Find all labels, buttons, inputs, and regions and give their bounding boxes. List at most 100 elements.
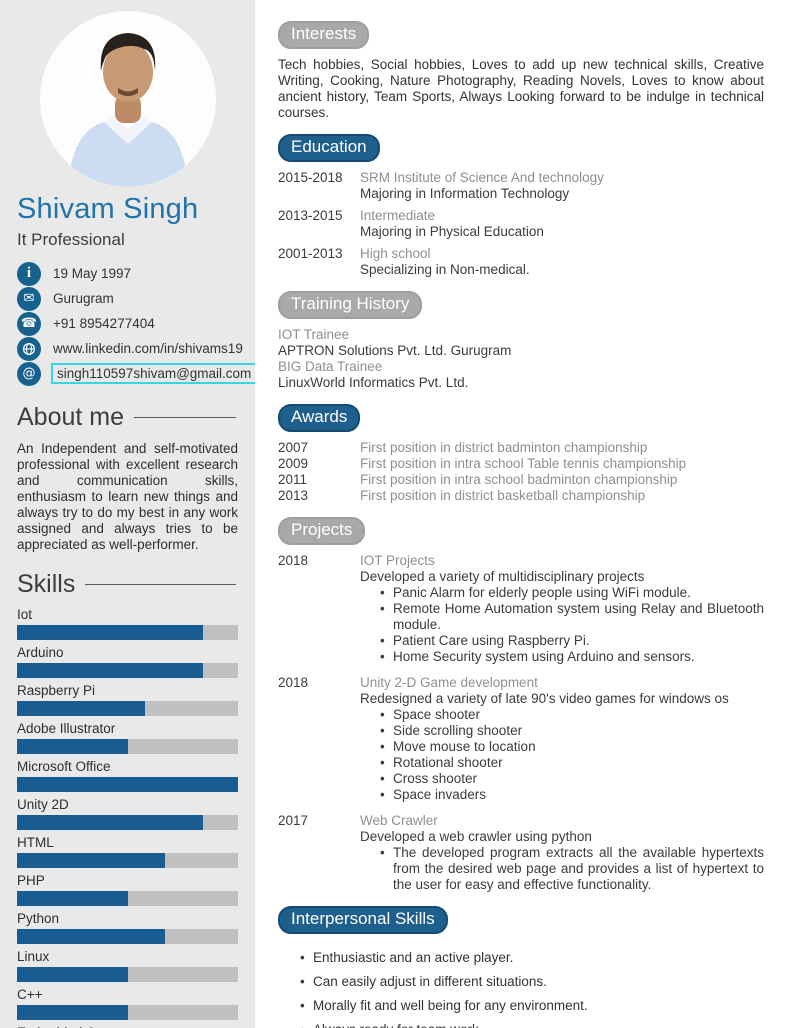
- skill-item: Linux: [17, 949, 238, 982]
- award-text: First position in district badminton cha…: [360, 440, 648, 455]
- bullet-dot-icon: •: [380, 633, 385, 648]
- project-detail: Unity 2-D Game development Redesigned a …: [360, 675, 764, 803]
- award-year: 2011: [278, 472, 308, 487]
- bullet-dot-icon: •: [300, 950, 305, 965]
- skill-bar-track: [17, 891, 238, 906]
- bullet-dot-icon: •: [300, 974, 305, 989]
- skill-label: Iot: [17, 607, 33, 622]
- project-bullet: • Remote Home Automation system using Re…: [380, 601, 764, 633]
- awards-badge: Awards: [278, 404, 361, 432]
- skill-bar-track: [17, 625, 238, 640]
- project-bullet: • Side scrolling shooter: [380, 723, 764, 739]
- project-title: IOT Projects: [360, 553, 435, 568]
- project-bullet: • Space shooter: [380, 707, 764, 723]
- education-institution: SRM Institute of Science And technology: [360, 170, 604, 185]
- award-text: First position in district basketball ch…: [360, 488, 646, 503]
- skill-bar-track: [17, 929, 238, 944]
- education-badge: Education: [278, 134, 380, 162]
- section-training-history: Training History IOT Trainee APTRON Solu…: [278, 291, 764, 391]
- project-bullet-text: Space shooter: [393, 707, 481, 722]
- project-bullet-text: Space invaders: [393, 787, 487, 802]
- skill-label: PHP: [17, 873, 45, 888]
- project-year: 2017: [278, 813, 309, 828]
- about-me-text: An Independent and self-motivated profes…: [17, 441, 238, 552]
- project-description: Redesigned a variety of late 90's video …: [360, 691, 729, 706]
- award-year: 2007: [278, 440, 309, 455]
- training-entry: BIG Data Trainee LinuxWorld Informatics …: [278, 359, 764, 391]
- skill-label: Adobe Illustrator: [17, 721, 116, 736]
- skill-label: Microsoft Office: [17, 759, 111, 774]
- skill-bar-fill: [17, 967, 128, 982]
- projects-badge: Projects: [278, 517, 366, 545]
- skill-bar-track: [17, 701, 238, 716]
- skill-bar-track: [17, 967, 238, 982]
- person-name: Shivam Singh: [17, 193, 199, 225]
- skill-bar-fill: [17, 701, 146, 716]
- interpersonal-bullet-text: Always ready for team work.: [313, 1022, 764, 1028]
- section-projects: Projects 2018 IOT Projects Developed a v…: [278, 517, 764, 893]
- project-bullets: • Panic Alarm for elderly people using W…: [360, 585, 764, 665]
- bullet-dot-icon: •: [380, 601, 385, 616]
- project-bullet-text: Cross shooter: [393, 771, 478, 786]
- project-description: Developed a variety of multidisciplinary…: [360, 569, 645, 584]
- section-interpersonal-skills: Interpersonal Skills • Enthusiastic and …: [278, 906, 764, 1028]
- contact-list: i 19 May 1997 ✉ Gurugram ☎ +91 895427740…: [17, 261, 255, 386]
- bullet-dot-icon: •: [380, 845, 385, 860]
- interpersonal-bullet-text: Can easily adjust in different situation…: [313, 974, 547, 989]
- skill-item: Adobe Illustrator: [17, 721, 238, 754]
- education-rows: 2015-2018 SRM Institute of Science And t…: [278, 170, 764, 278]
- location-text: Gurugram: [53, 291, 114, 306]
- skill-item: Python: [17, 911, 238, 944]
- skill-bar-fill: [17, 663, 203, 678]
- skill-bar-fill: [17, 739, 128, 754]
- bullet-dot-icon: •: [380, 739, 385, 754]
- project-bullets: • Space shooter • Side scrolling shooter: [360, 707, 764, 803]
- phone-text: +91 8954277404: [53, 316, 155, 331]
- interpersonal-bullet-text: Morally fit and well being for any envir…: [313, 998, 588, 1013]
- project-bullet-text: Side scrolling shooter: [393, 723, 523, 738]
- project-title: Unity 2-D Game development: [360, 675, 538, 690]
- skill-label: Python: [17, 911, 60, 926]
- education-row: 2015-2018 SRM Institute of Science And t…: [278, 170, 764, 202]
- skill-bar-track: [17, 663, 238, 678]
- project-rows: 2018 IOT Projects Developed a variety of…: [278, 553, 764, 893]
- interpersonal-bullet: • Can easily adjust in different situati…: [300, 974, 764, 990]
- section-awards: Awards 2007 First position in district b…: [278, 404, 764, 504]
- skill-bar-fill: [17, 853, 166, 868]
- skill-label: Arduino: [17, 645, 64, 660]
- interests-badge: Interests: [278, 21, 370, 49]
- main-content: Interests Tech hobbies, Social hobbies, …: [255, 0, 794, 1028]
- education-years: 2015-2018: [278, 170, 343, 185]
- skill-list: Iot Arduino Raspberry Pi: [17, 607, 238, 1028]
- project-bullet-text: Home Security system using Arduino and s…: [393, 649, 695, 664]
- training-lines: IOT Trainee APTRON Solutions Pvt. Ltd. G…: [278, 327, 764, 391]
- project-bullet: • Panic Alarm for elderly people using W…: [380, 585, 764, 601]
- contact-email: @ singh110597shivam@gmail.com: [17, 361, 255, 386]
- project-row: 2017 Web Crawler Developed a web crawler…: [278, 813, 764, 893]
- award-row: 2009 First position in intra school Tabl…: [278, 456, 764, 472]
- section-interests: Interests Tech hobbies, Social hobbies, …: [278, 21, 764, 121]
- project-bullet-text: Patient Care using Raspberry Pi.: [393, 633, 590, 648]
- bullet-dot-icon: •: [380, 771, 385, 786]
- skill-bar-track: [17, 853, 238, 868]
- training-org: APTRON Solutions Pvt. Ltd. Gurugram: [278, 343, 512, 358]
- bullet-dot-icon: •: [380, 787, 385, 802]
- skill-label: HTML: [17, 835, 54, 850]
- interpersonal-bullet: • Enthusiastic and an active player.: [300, 950, 764, 966]
- project-detail: IOT Projects Developed a variety of mult…: [360, 553, 764, 665]
- project-bullet: • Rotational shooter: [380, 755, 764, 771]
- contact-phone: ☎ +91 8954277404: [17, 311, 238, 336]
- project-detail: Web Crawler Developed a web crawler usin…: [360, 813, 764, 893]
- education-row: 2013-2015 Intermediate Majoring in Physi…: [278, 208, 764, 240]
- award-year: 2009: [278, 456, 309, 471]
- email-link[interactable]: singh110597shivam@gmail.com: [51, 363, 255, 384]
- skill-bar-fill: [17, 777, 238, 792]
- skill-item: Iot: [17, 607, 238, 640]
- skill-label: Unity 2D: [17, 797, 69, 812]
- bullet-dot-icon: •: [380, 707, 385, 722]
- sidebar: Shivam Singh It Professional i 19 May 19…: [0, 0, 255, 1028]
- contact-linkedin: www.linkedin.com/in/shivams19: [17, 336, 243, 361]
- project-year: 2018: [278, 553, 309, 568]
- contact-location: ✉ Gurugram: [17, 286, 238, 311]
